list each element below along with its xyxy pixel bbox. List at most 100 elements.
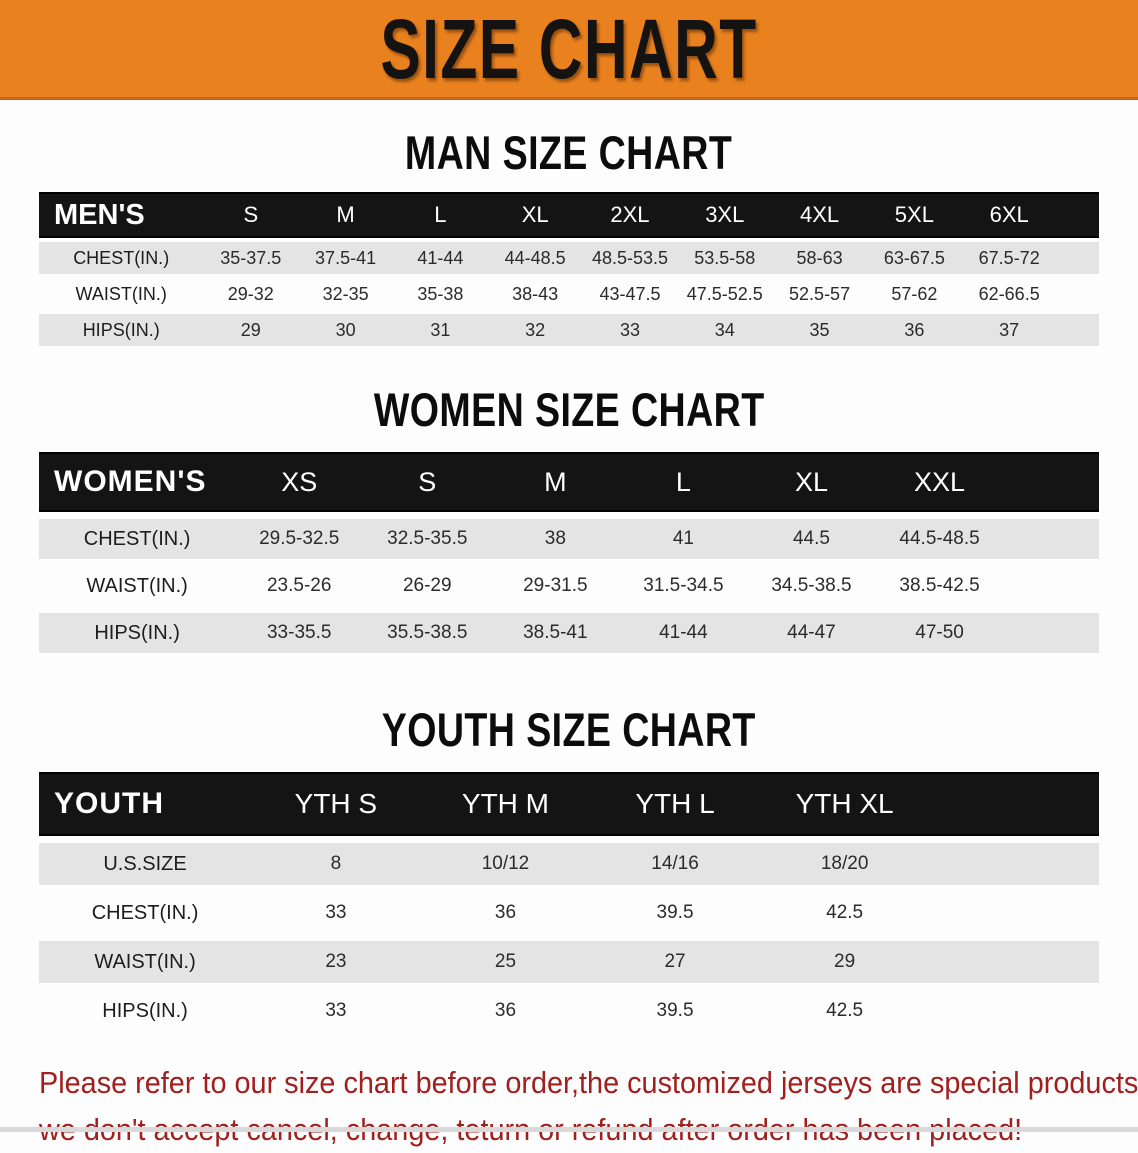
row-filler — [1003, 613, 1099, 653]
size-value: 36 — [420, 990, 591, 1032]
row-label: HIPS(IN.) — [39, 613, 236, 653]
column-header: M — [491, 452, 620, 512]
size-value: 35.5-38.5 — [363, 613, 492, 653]
column-header: XXL — [875, 452, 1004, 512]
size-value: 10/12 — [420, 843, 591, 885]
man-section-title: MAN SIZE CHART — [0, 129, 1138, 176]
column-header: XL — [747, 452, 876, 512]
size-value: 29 — [759, 941, 930, 983]
size-value: 29-31.5 — [491, 566, 620, 606]
size-value: 43-47.5 — [582, 278, 678, 310]
size-value: 33 — [251, 892, 421, 934]
size-value: 26-29 — [363, 566, 492, 606]
column-header: L — [619, 452, 748, 512]
size-value: 18/20 — [759, 843, 930, 885]
column-header: YTH M — [420, 772, 591, 836]
size-value: 52.5-57 — [772, 278, 867, 310]
size-chart-banner: SIZE CHART — [0, 0, 1138, 100]
column-header: S — [203, 192, 299, 238]
row-label: WAIST(IN.) — [39, 278, 204, 310]
table-row: U.S.SIZE 8 10/12 14/16 18/20 — [39, 843, 1099, 885]
size-value: 29.5-32.5 — [235, 519, 364, 559]
size-value: 29 — [203, 314, 299, 346]
size-value: 36 — [420, 892, 591, 934]
disclaimer-text: Please refer to our size chart before or… — [39, 1059, 1138, 1153]
column-header: 5XL — [866, 192, 962, 238]
row-filler — [1056, 314, 1099, 346]
size-value: 34.5-38.5 — [747, 566, 876, 606]
disclaimer-line-1: Please refer to our size chart before or… — [39, 1065, 1138, 1100]
size-value: 33 — [251, 990, 421, 1032]
size-value: 62-66.5 — [961, 278, 1057, 310]
column-header: YTH S — [251, 772, 421, 836]
table-row: WAIST(IN.) 23.5-26 26-29 29-31.5 31.5-34.5 34… — [39, 566, 1099, 606]
size-value: 39.5 — [590, 990, 760, 1032]
youth-size-table: YOUTH YTH S YTH M YTH L YTH XL U.S.SIZE 8 10/… — [39, 765, 1099, 1039]
size-value: 33 — [582, 314, 678, 346]
size-value: 31 — [392, 314, 488, 346]
row-label: U.S.SIZE — [39, 843, 252, 885]
size-value: 67.5-72 — [961, 242, 1057, 274]
table-row: CHEST(IN.) 29.5-32.5 32.5-35.5 38 41 44.5 44.5… — [39, 519, 1099, 559]
size-value: 25 — [420, 941, 591, 983]
row-filler — [1056, 278, 1099, 310]
table-row: WAIST(IN.) 23 25 27 29 — [39, 941, 1099, 983]
size-value: 44-47 — [747, 613, 876, 653]
size-value: 38 — [491, 519, 620, 559]
size-value: 33-35.5 — [235, 613, 364, 653]
row-label: WAIST(IN.) — [39, 941, 252, 983]
womens-size-table: WOMEN'S XS S M L XL XXL CHEST(IN.) 29.5-32.5 32… — [39, 445, 1099, 660]
mens-header-label: MEN'S — [39, 192, 204, 238]
size-value: 38.5-41 — [491, 613, 620, 653]
table-row: HIPS(IN.) 33 36 39.5 42.5 — [39, 990, 1099, 1032]
womens-table-header: WOMEN'S XS S M L XL XXL — [39, 452, 1099, 512]
size-value: 47-50 — [875, 613, 1004, 653]
size-value: 27 — [590, 941, 760, 983]
size-value: 34 — [677, 314, 773, 346]
row-filler — [929, 892, 1099, 934]
row-label: CHEST(IN.) — [39, 519, 236, 559]
column-header: 2XL — [582, 192, 678, 238]
size-value: 48.5-53.5 — [582, 242, 678, 274]
column-header: S — [363, 452, 492, 512]
size-value: 63-67.5 — [866, 242, 962, 274]
youth-section-title: YOUTH SIZE CHART — [0, 706, 1138, 753]
table-row: HIPS(IN.) 29 30 31 32 33 34 35 36 37 — [39, 314, 1099, 346]
youth-header-row: YOUTH YTH S YTH M YTH L YTH XL — [39, 772, 1099, 836]
size-value: 37.5-41 — [298, 242, 393, 274]
mens-size-table: MEN'S S M L XL 2XL 3XL 4XL 5XL 6XL CHEST(IN.) 35-… — [39, 188, 1099, 350]
youth-section-title-text: YOUTH SIZE CHART — [381, 703, 757, 756]
size-value: 42.5 — [759, 990, 930, 1032]
size-value: 35-37.5 — [203, 242, 299, 274]
row-label: WAIST(IN.) — [39, 566, 236, 606]
size-value: 42.5 — [759, 892, 930, 934]
size-value: 35 — [772, 314, 867, 346]
table-row: CHEST(IN.) 35-37.5 37.5-41 41-44 44-48.5 48.5… — [39, 242, 1099, 274]
row-filler — [929, 990, 1099, 1032]
row-filler — [929, 843, 1099, 885]
youth-table-header: YOUTH YTH S YTH M YTH L YTH XL — [39, 772, 1099, 836]
size-value: 32-35 — [298, 278, 393, 310]
size-value: 32 — [487, 314, 583, 346]
column-header: XS — [235, 452, 364, 512]
row-label: CHEST(IN.) — [39, 892, 252, 934]
header-filler — [1003, 452, 1099, 512]
size-value: 47.5-52.5 — [677, 278, 773, 310]
row-filler — [1003, 566, 1099, 606]
size-value: 23.5-26 — [235, 566, 364, 606]
banner-title: SIZE CHART — [380, 1, 758, 96]
row-label: CHEST(IN.) — [39, 242, 204, 274]
size-value: 58-63 — [772, 242, 867, 274]
size-value: 8 — [251, 843, 421, 885]
womens-header-label: WOMEN'S — [39, 452, 236, 512]
row-filler — [1056, 242, 1099, 274]
size-value: 38.5-42.5 — [875, 566, 1004, 606]
column-header: XL — [487, 192, 583, 238]
size-value: 41-44 — [392, 242, 488, 274]
womens-header-row: WOMEN'S XS S M L XL XXL — [39, 452, 1099, 512]
size-value: 35-38 — [392, 278, 488, 310]
column-header: 4XL — [772, 192, 867, 238]
size-value: 32.5-35.5 — [363, 519, 492, 559]
column-header: 3XL — [677, 192, 773, 238]
women-section-title: WOMEN SIZE CHART — [0, 386, 1138, 433]
